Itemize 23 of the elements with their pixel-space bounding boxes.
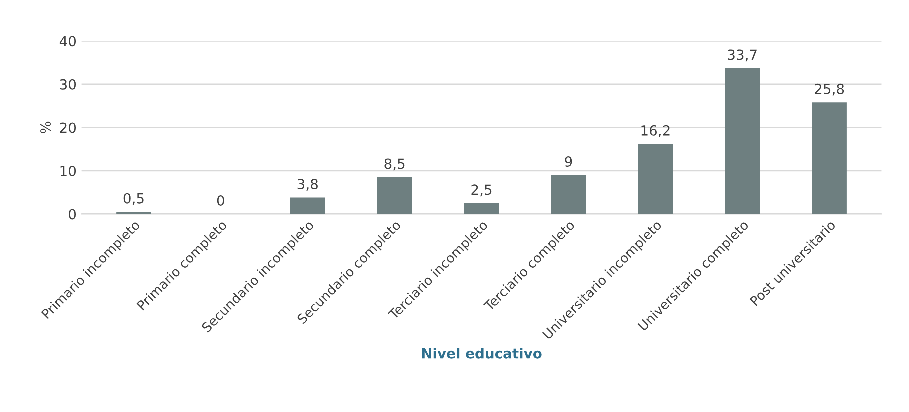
data-label: 9 <box>565 156 572 168</box>
data-label: 16,2 <box>642 125 670 138</box>
y-tick-label: 0 <box>69 209 76 220</box>
y-tick-label: 40 <box>60 36 76 47</box>
bar <box>638 144 674 214</box>
data-label: 3,8 <box>298 179 318 191</box>
data-label: 8,5 <box>384 158 405 171</box>
y-axis-title: % <box>40 122 52 134</box>
bar <box>551 175 586 214</box>
y-tick-label: 30 <box>60 79 76 90</box>
bar <box>464 203 500 214</box>
data-label: 33,7 <box>728 50 757 62</box>
bar <box>290 198 326 214</box>
x-axis-title: Nivel educativo <box>422 348 542 359</box>
bar <box>812 102 847 214</box>
data-label: 0 <box>217 195 224 206</box>
y-tick-label: 10 <box>60 166 76 176</box>
data-label: 25,8 <box>815 84 844 96</box>
data-label: 0,5 <box>124 193 144 206</box>
bar <box>725 68 760 214</box>
y-tick-label: 20 <box>60 122 76 134</box>
bar <box>377 177 412 214</box>
data-label: 2,5 <box>472 184 492 197</box>
